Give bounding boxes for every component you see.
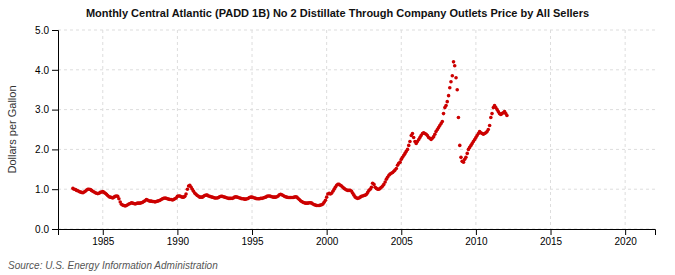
points [71,60,509,208]
tick-label: 2.0 [35,144,49,155]
point [448,86,452,90]
tick-label: 4.0 [35,65,49,76]
tick-label: 0.0 [35,224,49,235]
tick-label: 2000 [316,236,339,247]
point [186,187,190,191]
tick: 3.0 [35,104,58,115]
tick: 2000 [316,229,339,247]
axis-line [52,31,59,230]
tick-label: 3.0 [35,104,49,115]
tick-label: 1995 [241,236,264,247]
tick: 1985 [92,229,115,247]
grid-line [58,30,655,31]
grid-line [58,109,655,110]
plot-area: 1985 1990 1995 2000 2005 2010 2015 2020 0.0 1.0 2.… [35,25,655,247]
point [370,185,374,189]
tick-mark [551,229,552,235]
tick-label: 2015 [540,236,563,247]
tick-mark [625,229,626,235]
point [395,167,399,171]
tick-label: 1985 [92,236,115,247]
point [444,104,448,108]
tick: 1.0 [35,184,58,195]
tick-mark [476,229,477,235]
tick: 2020 [615,229,638,247]
point [486,128,490,132]
x-axis: 1985 1990 1995 2000 2005 2010 2015 2020 [59,229,656,247]
tick: 4.0 [35,65,58,76]
point [325,195,329,199]
point [449,80,453,84]
point [455,88,459,92]
point [452,60,456,64]
tick-mark [52,110,58,111]
grid-line [475,30,476,229]
point [412,136,416,140]
grid-line [58,69,655,70]
point [454,76,458,80]
tick: 2015 [540,229,563,247]
point [458,144,462,148]
point [406,148,410,152]
tick-label: 2010 [465,236,488,247]
point [445,100,449,104]
point [489,116,493,120]
tick-label: 1990 [167,236,190,247]
point [505,114,509,118]
tick: 1995 [241,229,264,247]
axis-line [59,230,656,236]
point [411,132,415,136]
tick-mark [252,229,253,235]
grid-line [58,189,655,190]
tick-mark [327,229,328,235]
tick: 1990 [167,229,190,247]
grid [58,30,655,229]
point [184,192,188,196]
point [451,74,455,78]
tick-mark [103,229,104,235]
point [441,120,445,124]
point [457,116,461,120]
tick: 5.0 [35,25,58,36]
point [488,124,492,128]
annotation: Source: U.S. Energy Information Administ… [8,260,218,271]
point [442,112,446,116]
point [464,156,468,160]
point [459,156,463,160]
chart: 1985 1990 1995 2000 2005 2010 2015 2020 0.0 1.0 2.… [0,0,675,275]
grid-line [625,30,626,229]
grid-line [58,149,655,150]
tick-label: 2020 [615,236,638,247]
title: Monthly Central Atlantic (PADD 1B) No 2 … [86,7,589,19]
tick-mark [52,189,58,190]
point [324,199,328,203]
point [453,64,457,68]
tick-mark [177,229,178,235]
grid-line [252,30,253,229]
tick: 0.0 [35,224,58,235]
point [465,152,469,156]
tick: 2.0 [35,144,58,155]
point [447,94,451,98]
tick-label: 5.0 [35,25,49,36]
tick-mark [52,70,58,71]
grid-line [550,30,551,229]
point [407,144,411,148]
point [117,197,121,201]
y-axis-label: Dollars per Gallon [6,85,18,173]
tick-label: 2005 [391,236,414,247]
tick-mark [52,229,58,230]
tick-mark [52,149,58,150]
tick-label: 1.0 [35,184,49,195]
point [490,112,494,116]
point [408,140,412,144]
tick-mark [401,229,402,235]
grid-line [401,30,402,229]
y-axis: 0.0 1.0 2.0 3.0 4.0 5.0 [35,25,58,235]
tick-mark [52,30,58,31]
tick: 2010 [465,229,488,247]
tick: 2005 [391,229,414,247]
grid-line [102,30,103,229]
